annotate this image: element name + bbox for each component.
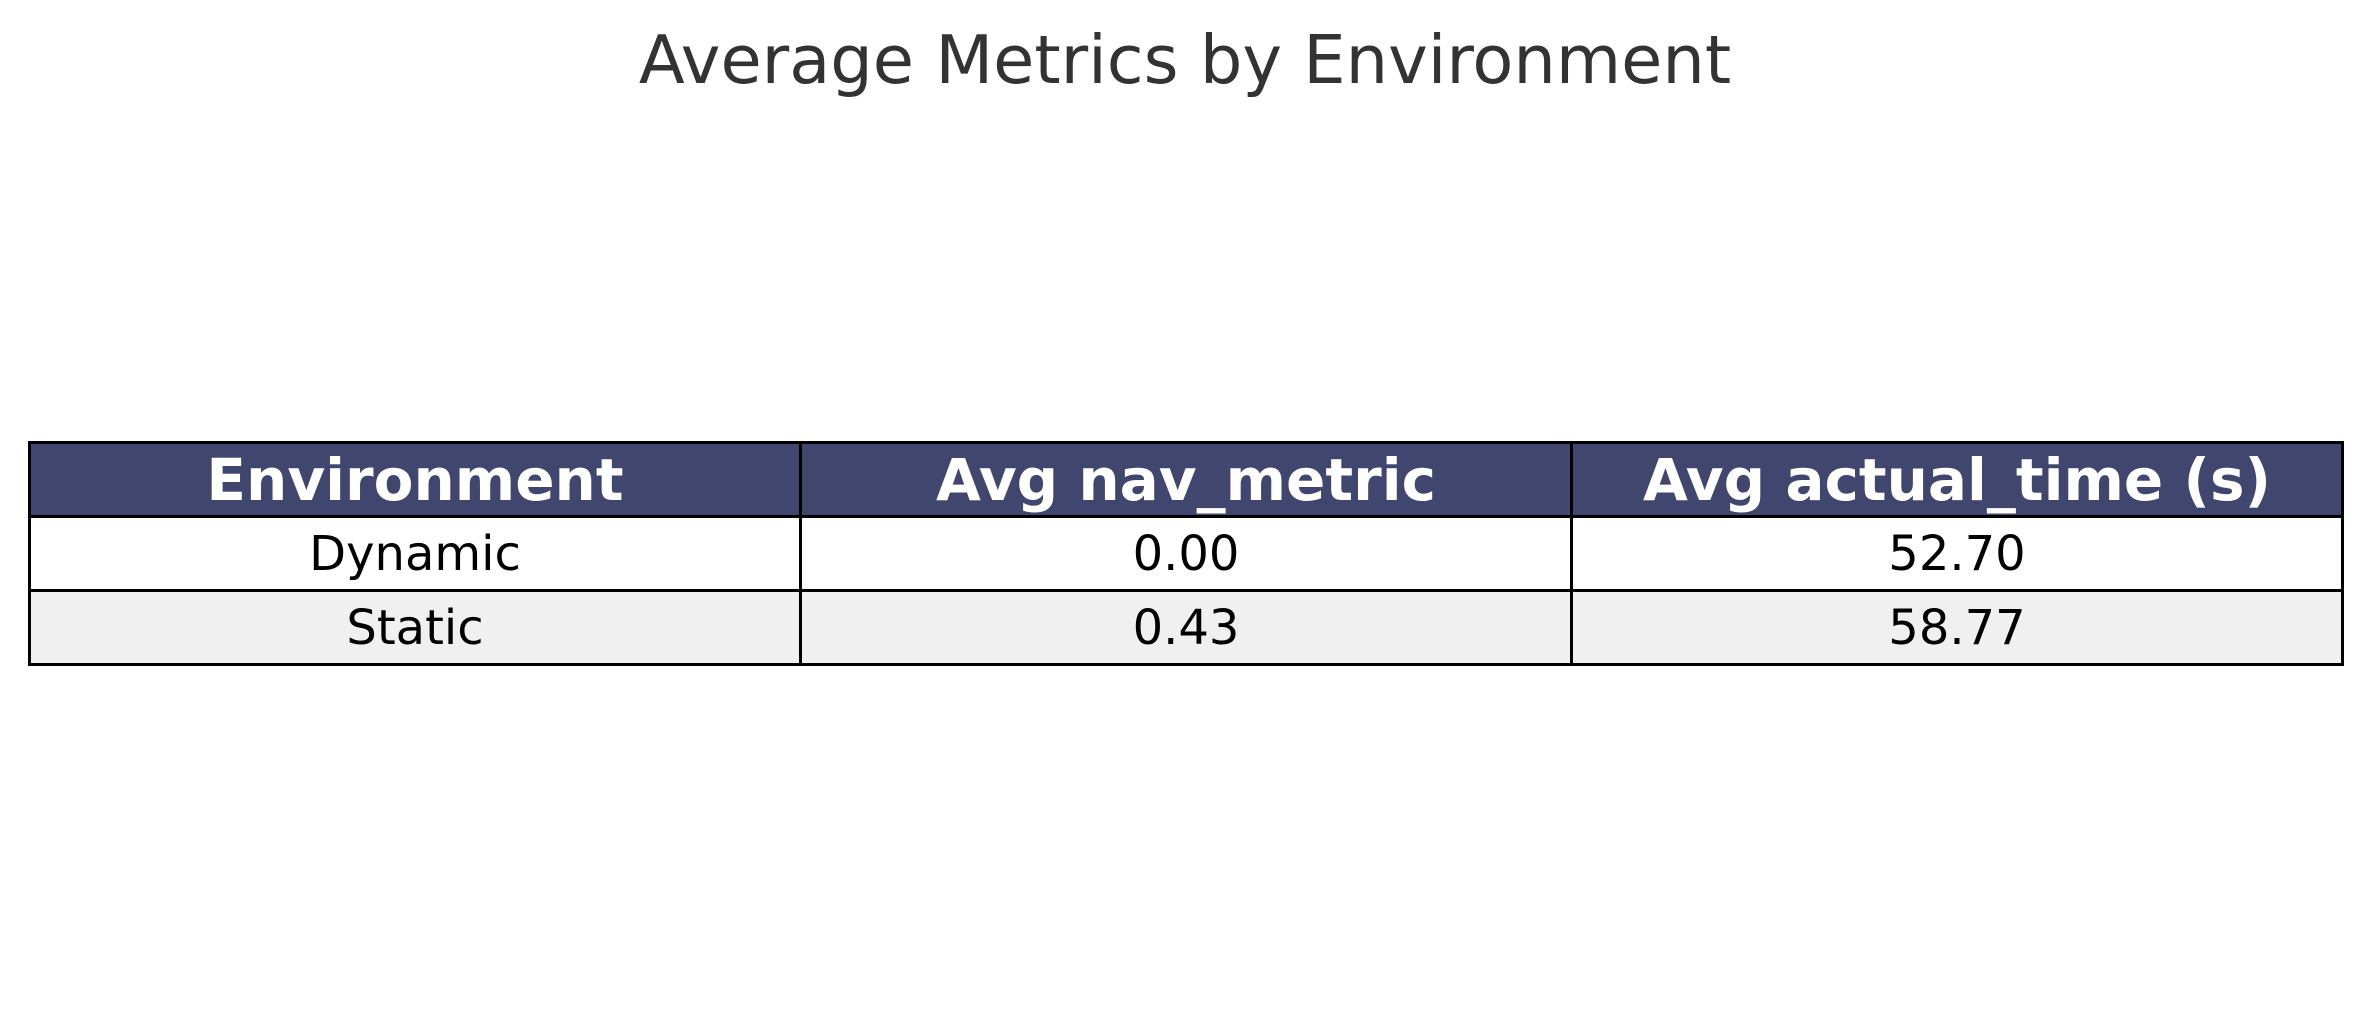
chart-title: Average Metrics by Environment: [638, 21, 1732, 99]
table-header-row: Environment Avg nav_metric Avg actual_ti…: [28, 441, 2344, 518]
column-header-avg-actual-time: Avg actual_time (s): [1570, 441, 2344, 518]
table-row: Static 0.43 58.77: [28, 589, 2344, 666]
metrics-table: Environment Avg nav_metric Avg actual_ti…: [28, 441, 2344, 666]
cell-environment: Dynamic: [28, 515, 802, 592]
cell-avg-actual-time: 52.70: [1570, 515, 2344, 592]
cell-avg-actual-time: 58.77: [1570, 589, 2344, 666]
cell-environment: Static: [28, 589, 802, 666]
cell-avg-nav-metric: 0.00: [799, 515, 1573, 592]
column-header-environment: Environment: [28, 441, 802, 518]
table-row: Dynamic 0.00 52.70: [28, 515, 2344, 592]
column-header-avg-nav-metric: Avg nav_metric: [799, 441, 1573, 518]
cell-avg-nav-metric: 0.43: [799, 589, 1573, 666]
